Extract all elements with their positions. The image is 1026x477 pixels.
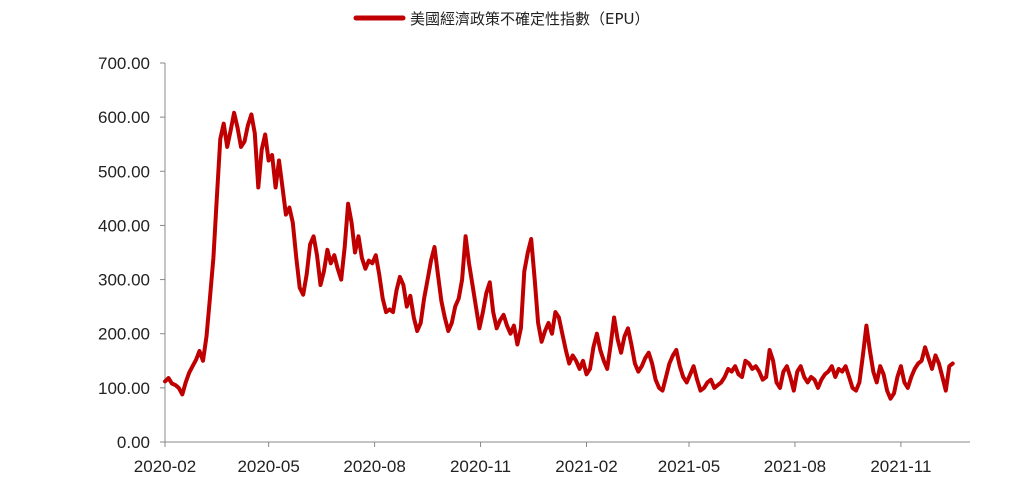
x-tick-label: 2021-05: [658, 457, 720, 476]
y-tick-label: 100.00: [98, 379, 150, 398]
series-layer: [163, 110, 955, 401]
y-tick-label: 200.00: [98, 325, 150, 344]
y-tick-label: 700.00: [98, 54, 150, 73]
y-tick-label: 0.00: [117, 433, 150, 452]
y-tick-label: 500.00: [98, 162, 150, 181]
x-tick-label: 2021-11: [870, 457, 931, 476]
y-tick-label: 400.00: [98, 216, 150, 235]
x-tick-label: 2020-08: [343, 457, 405, 476]
chart-legend: 美國經濟政策不確定性指數（EPU）: [353, 10, 650, 28]
x-tick-label: 2020-02: [134, 457, 196, 476]
x-tick-label: 2021-02: [555, 457, 617, 476]
x-tick-label: 2021-08: [764, 457, 826, 476]
x-axis-ticks: 2020-02 2020-05 2020-08 2020-11 2021-02 2021-…: [134, 442, 931, 476]
y-tick-label: 600.00: [98, 108, 150, 127]
legend-label: 美國經濟政策不確定性指數（EPU）: [410, 10, 650, 28]
x-tick-label: 2020-11: [450, 457, 511, 476]
y-tick-label: 300.00: [98, 271, 150, 290]
x-tick-label: 2020-05: [237, 457, 299, 476]
y-axis-ticks: 0.00 100.00 200.00 300.00 400.00 500.00 600.00…: [98, 54, 165, 452]
epu-series-line: [163, 110, 955, 401]
